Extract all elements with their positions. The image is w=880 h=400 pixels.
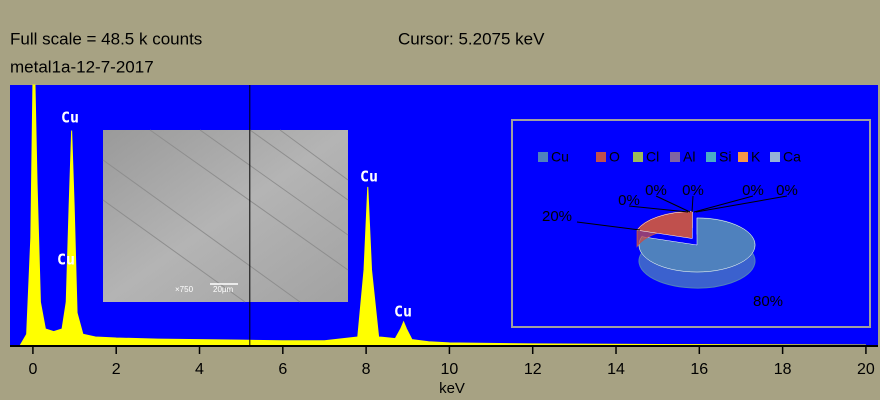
x-tick-label: 12 [524, 361, 542, 378]
x-tick-label: 18 [774, 361, 792, 378]
peak-label: Cu [57, 251, 75, 269]
spectrum-area [19, 84, 866, 346]
x-tick-label: 4 [195, 361, 204, 378]
slice-top [638, 217, 756, 273]
pie-value-label: 0% [742, 182, 764, 199]
full-scale: Full scale = 48.5 k counts [10, 29, 202, 48]
magnification: ×750 [175, 285, 194, 294]
legend-label: Si [719, 149, 731, 165]
scale-label: 20µm [213, 285, 234, 294]
legend-swatch [633, 152, 643, 162]
pie-value-label: 0% [645, 182, 667, 199]
leader-line [695, 195, 788, 213]
legend-swatch [738, 152, 748, 162]
pie-frame [511, 119, 871, 328]
sample-name: metal1a-12-7-2017 [10, 57, 154, 76]
legend-label: Cu [551, 149, 569, 165]
pie-value-label: 0% [682, 182, 704, 199]
legend-swatch [670, 152, 680, 162]
legend-label: Cl [646, 149, 659, 165]
pie-value-label: 20% [542, 208, 572, 225]
legend-label: Ca [783, 149, 801, 165]
x-tick-label: 8 [362, 361, 371, 378]
peak-label: Cu [360, 168, 378, 186]
leader-line [691, 195, 694, 213]
x-tick-label: 0 [28, 361, 37, 378]
legend-swatch [706, 152, 716, 162]
sem-image: ×750 20µm [102, 129, 349, 303]
cursor-readout: Cursor: 5.2075 keV [398, 29, 545, 48]
legend-swatch [538, 152, 548, 162]
leader-line [693, 195, 754, 213]
leader-line [655, 195, 691, 213]
peak-label: Cu [61, 109, 79, 127]
legend-swatch [770, 152, 780, 162]
legend-label: O [609, 149, 620, 165]
x-tick-label: 14 [607, 361, 625, 378]
legend-label: K [751, 149, 761, 165]
pie-slice [636, 211, 693, 248]
x-axis-label: keV [439, 380, 465, 397]
legend-label: Al [683, 149, 695, 165]
pie-slice [638, 217, 756, 289]
leader-line [576, 221, 641, 231]
peak-label: Cu [394, 303, 412, 321]
x-tick-label: 16 [690, 361, 708, 378]
pie-value-label: 80% [753, 293, 783, 310]
scratches [102, 129, 349, 303]
legend-swatch [596, 152, 606, 162]
x-tick-label: 20 [857, 361, 875, 378]
x-tick-label: 10 [441, 361, 459, 378]
x-tick-label: 6 [278, 361, 287, 378]
leader-line [628, 205, 689, 213]
pie-value-label: 0% [618, 192, 640, 209]
x-tick-label: 2 [112, 361, 121, 378]
pie-value-label: 0% [776, 182, 798, 199]
sem-photo [103, 130, 348, 302]
